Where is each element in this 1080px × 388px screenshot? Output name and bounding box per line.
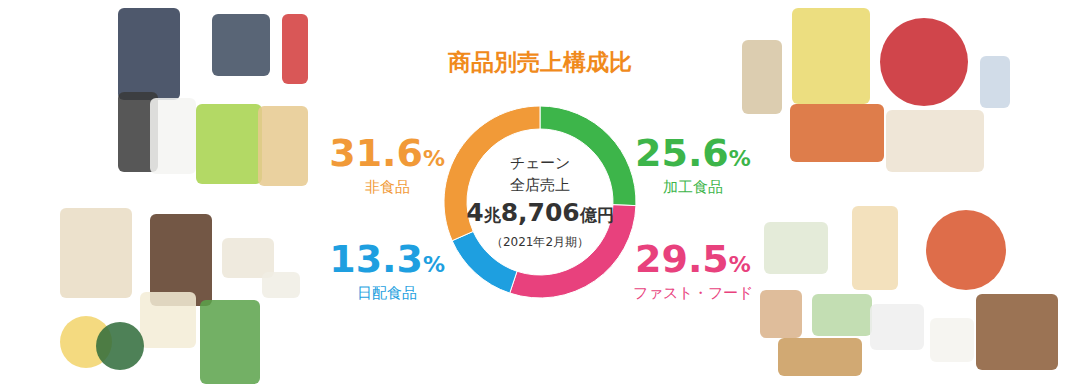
chart-root: 商品別売上構成比チェーン全店売上4兆8,706億円（2021年2月期）25.6%… (0, 0, 1080, 388)
product-photo (118, 8, 180, 100)
product-photo (262, 272, 300, 298)
product-photo (150, 98, 196, 174)
product-photos (60, 8, 1058, 384)
data-label-unit: % (423, 252, 445, 277)
center-number: 8,706 (501, 198, 580, 227)
center-text: 全店売上 (510, 176, 570, 194)
product-photo (930, 318, 974, 362)
product-photo (282, 14, 308, 84)
product-photo (792, 8, 870, 104)
product-photo (212, 14, 270, 76)
product-photo (140, 292, 196, 348)
data-label: 13.3% (329, 237, 445, 281)
product-photo (926, 210, 1006, 290)
donut (444, 106, 636, 298)
product-photo (764, 222, 828, 274)
center-number: 4 (466, 198, 483, 227)
product-photo (790, 104, 884, 162)
chart-svg: 商品別売上構成比チェーン全店売上4兆8,706億円（2021年2月期）25.6%… (0, 0, 1080, 388)
category-label: ファスト・フード (633, 284, 753, 302)
data-label-unit: % (729, 252, 751, 277)
product-photo (980, 56, 1010, 108)
data-label-number: 13.3 (329, 237, 423, 281)
product-photo (880, 18, 968, 106)
title: 商品別売上構成比 (447, 49, 632, 75)
product-photo (760, 290, 802, 338)
data-label-unit: % (729, 146, 751, 171)
product-photo (60, 208, 132, 298)
product-photo (96, 322, 144, 370)
center-text: （2021年2月期） (491, 235, 589, 249)
category-label: 加工食品 (663, 178, 723, 196)
center-text: チェーン (510, 154, 570, 172)
category-label: 日配食品 (357, 284, 417, 302)
product-photo (200, 300, 260, 384)
data-label: 31.6% (329, 131, 445, 175)
product-photo (258, 106, 308, 186)
product-photo (812, 294, 872, 336)
data-label-number: 25.6 (635, 131, 729, 175)
data-label: 29.5% (635, 237, 751, 281)
category-label: 非食品 (365, 178, 410, 196)
product-photo (778, 338, 862, 376)
product-photo (742, 40, 782, 114)
data-label-number: 31.6 (329, 131, 423, 175)
product-photo (196, 104, 262, 184)
product-photo (976, 294, 1058, 370)
data-label-number: 29.5 (635, 237, 729, 281)
center-text: 4兆8,706億円 (466, 198, 613, 227)
data-label: 25.6% (635, 131, 751, 175)
data-label-unit: % (423, 146, 445, 171)
product-photo (870, 304, 924, 350)
product-photo (886, 110, 984, 172)
center-unit: 億円 (579, 205, 614, 225)
product-photo (852, 206, 898, 290)
product-photo (222, 238, 274, 278)
data-labels: 25.6% 加工食品 29.5% ファスト・フード 13.3% 日配食品 31.6% 非食品 (329, 131, 753, 302)
center-unit: 兆 (483, 205, 502, 225)
